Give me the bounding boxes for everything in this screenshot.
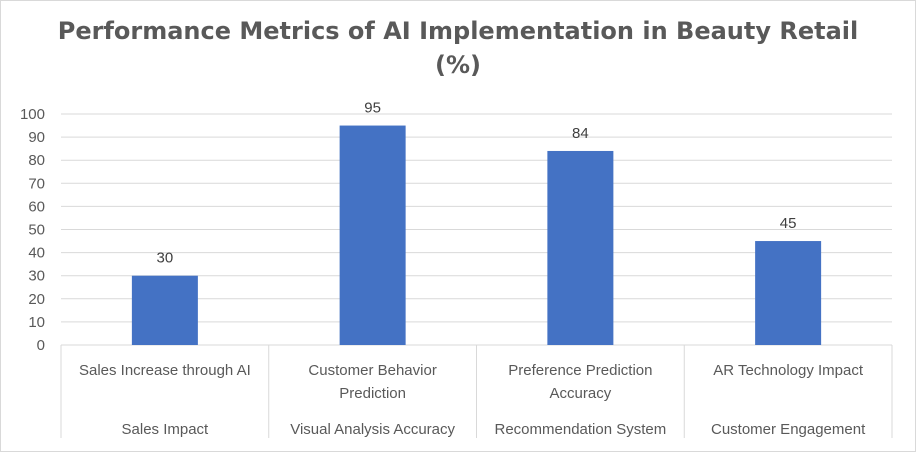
- category-label: Accuracy: [550, 385, 612, 402]
- category-group-label: Recommendation System: [495, 421, 667, 438]
- bar: [547, 150, 614, 345]
- y-tick-label: 90: [28, 129, 45, 146]
- y-tick-label: 60: [28, 198, 45, 215]
- y-tick-label: 40: [28, 245, 45, 262]
- category-label: Preference Prediction: [508, 362, 652, 379]
- category-group-label: Visual Analysis Accuracy: [290, 421, 455, 438]
- bar: [339, 125, 406, 345]
- data-label: 95: [364, 100, 381, 117]
- y-tick-label: 10: [28, 314, 45, 331]
- y-tick-label: 100: [20, 106, 45, 123]
- chart-title-line-2: (%): [435, 51, 481, 79]
- chart-title: Performance Metrics of AI Implementation…: [0, 14, 916, 82]
- y-tick-label: 20: [28, 291, 45, 308]
- chart-title-line-1: Performance Metrics of AI Implementation…: [57, 17, 859, 45]
- category-label: AR Technology Impact: [713, 362, 864, 379]
- category-label: Sales Increase through AI: [79, 362, 251, 379]
- y-tick-label: 80: [28, 152, 45, 169]
- category-label: Prediction: [339, 385, 406, 402]
- bar: [755, 241, 822, 345]
- y-tick-label: 70: [28, 175, 45, 192]
- y-tick-label: 50: [28, 222, 45, 239]
- data-label: 45: [780, 215, 797, 232]
- category-group-label: Sales Impact: [122, 421, 210, 438]
- category-label: Customer Behavior: [308, 362, 436, 379]
- y-tick-label: 0: [37, 337, 45, 354]
- data-label: 30: [157, 250, 174, 267]
- category-group-label: Customer Engagement: [711, 421, 866, 438]
- bar: [131, 275, 198, 345]
- data-label: 84: [572, 125, 589, 142]
- y-tick-label: 30: [28, 268, 45, 285]
